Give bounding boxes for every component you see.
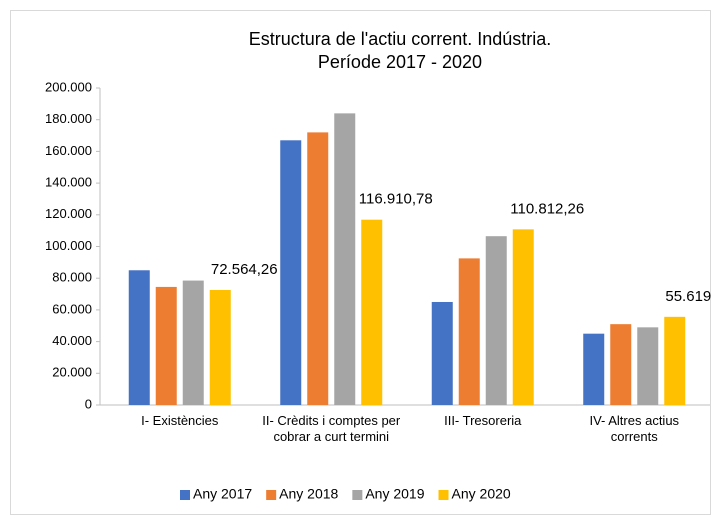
bar — [128, 270, 150, 405]
data-label: 110.812,26 — [510, 200, 584, 217]
bar — [280, 140, 302, 405]
bar — [485, 236, 507, 405]
chart-title: Estructura de l'actiu corrent. Indústria… — [249, 29, 552, 49]
bar — [637, 327, 659, 405]
bar — [431, 301, 453, 405]
bar — [307, 132, 329, 405]
bar — [610, 324, 632, 405]
y-tick-label: 60.000 — [52, 301, 92, 316]
bar — [155, 286, 177, 405]
bar — [512, 229, 534, 405]
y-tick-label: 80.000 — [52, 270, 92, 285]
bar — [334, 113, 356, 406]
data-label: 116.910,78 — [359, 191, 433, 208]
chart-title: Període 2017 - 2020 — [318, 52, 482, 72]
y-tick-label: 0 — [85, 396, 92, 411]
y-tick-label: 180.000 — [45, 111, 92, 126]
bar — [209, 289, 231, 405]
y-tick-label: 20.000 — [52, 365, 92, 380]
x-tick-label: II- Crèdits i comptes per cobrar a curt … — [262, 413, 401, 444]
y-tick-label: 140.000 — [45, 175, 92, 190]
legend-label: Any 2020 — [452, 486, 511, 502]
y-tick-label: 100.000 — [45, 238, 92, 253]
bar — [182, 280, 204, 405]
bar — [664, 316, 686, 405]
legend-label: Any 2017 — [193, 486, 252, 502]
x-tick-label: IV- Altres actius corrents — [589, 413, 680, 444]
bar — [583, 333, 605, 405]
legend-swatch — [438, 490, 449, 500]
x-tick-label: I- Existències — [141, 413, 219, 428]
y-tick-label: 160.000 — [45, 143, 92, 158]
legend-swatch — [266, 490, 277, 500]
data-label: 55.619,81 — [665, 288, 712, 305]
chart-border — [10, 10, 711, 515]
legend-label: Any 2018 — [279, 486, 338, 502]
data-label: 72.564,26 — [211, 261, 278, 278]
y-tick-label: 200.000 — [45, 79, 92, 94]
legend-swatch — [352, 490, 363, 500]
legend-label: Any 2019 — [365, 486, 424, 502]
y-tick-label: 40.000 — [52, 333, 92, 348]
y-tick-label: 120.000 — [45, 206, 92, 221]
x-tick-label: III- Tresoreria — [444, 413, 522, 428]
bar — [458, 258, 480, 405]
legend-swatch — [180, 490, 190, 500]
bar — [361, 219, 383, 405]
